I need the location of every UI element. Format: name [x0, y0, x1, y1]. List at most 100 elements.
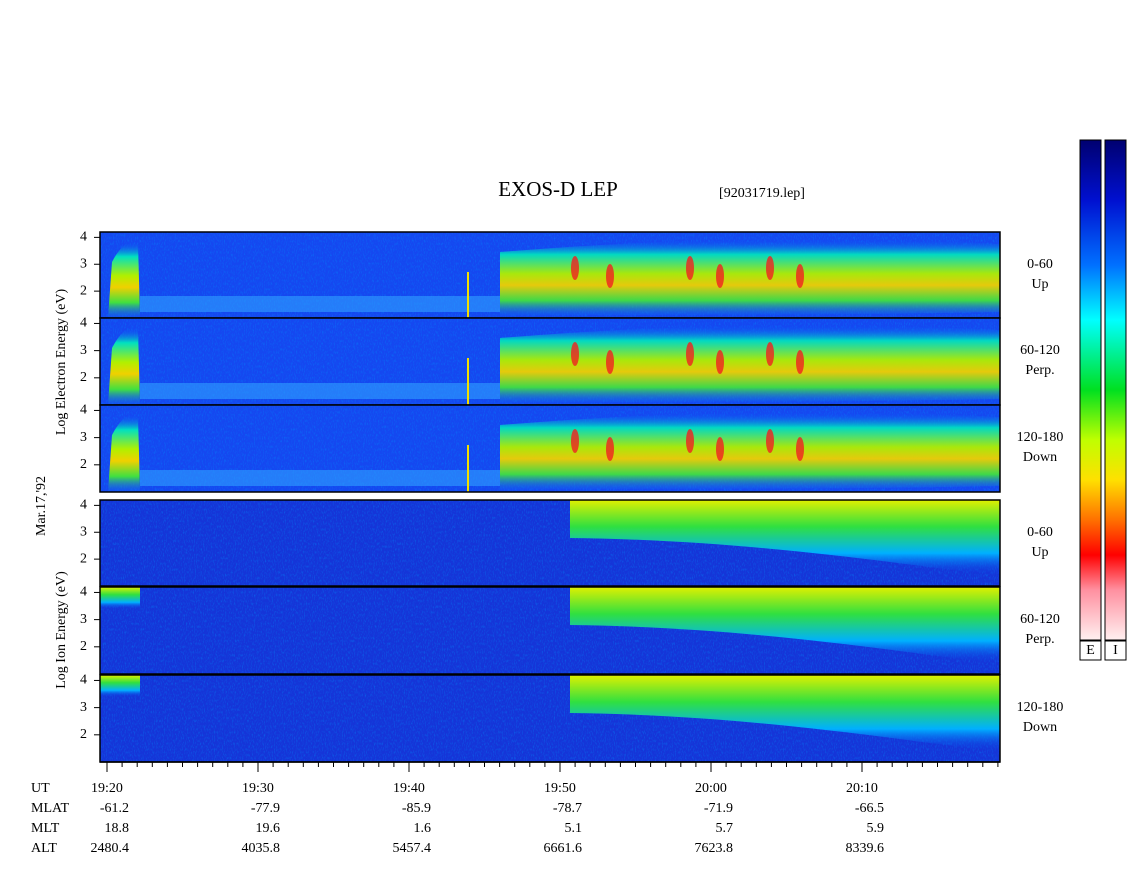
feature: [796, 437, 804, 461]
panel: 2 3 4 60-120 Perp.: [80, 585, 1060, 675]
row-value: 6661.6: [544, 841, 583, 856]
row-value: 20:10: [846, 781, 878, 796]
feature: [571, 256, 579, 280]
feature: [570, 675, 1000, 752]
feature: [686, 256, 694, 280]
feature: [571, 429, 579, 453]
row-value: 19.6: [256, 821, 281, 836]
row-value: 5.1: [565, 821, 583, 836]
y-tick-label: 3: [80, 430, 87, 445]
row-value: 5.9: [867, 821, 885, 836]
y-tick-label: 2: [80, 727, 87, 742]
row-value: 8339.6: [846, 841, 885, 856]
panel-label: 60-120: [1020, 612, 1060, 627]
row-label: MLAT: [31, 801, 70, 816]
color-bar-box: [1079, 640, 1102, 661]
y-tick-label: 4: [80, 316, 87, 331]
y-tick-label: 3: [80, 256, 87, 271]
y-tick-label: 4: [80, 585, 87, 600]
y-tick-label: 4: [80, 498, 87, 513]
panel-label: 120-180: [1017, 430, 1064, 445]
row-value: -61.2: [100, 801, 129, 816]
feature: [100, 675, 140, 697]
file-name: [92031719.lep]: [719, 186, 805, 201]
panel: 2 3 4 120-180 Down: [80, 673, 1064, 763]
panel-label: Up: [1031, 277, 1048, 292]
color-bar: [1104, 139, 1127, 641]
time-axis: UT 19:20 19:30 19:40 19:50 20:00 20:10 MLAT -61.…: [31, 761, 1000, 856]
feature: [716, 350, 724, 374]
feature: [108, 327, 140, 405]
spectrograms: 2 3 4 0-60 Up 2 3 4 60-120 Perp. 2 3 4 120-180 Down 2 3 4…: [80, 230, 1064, 763]
feature: [606, 437, 614, 461]
row-value: -66.5: [855, 801, 884, 816]
row-value: -78.7: [553, 801, 582, 816]
row-value: 20:00: [695, 781, 727, 796]
feature: [716, 264, 724, 288]
feature: [500, 238, 1000, 316]
feature: [686, 342, 694, 366]
date: Mar.17,'92: [34, 476, 49, 536]
row-value: 19:40: [393, 781, 425, 796]
panel-label: 0-60: [1027, 257, 1053, 272]
row-label: ALT: [31, 841, 57, 856]
y-tick-label: 2: [80, 283, 87, 298]
panel-label: 60-120: [1020, 343, 1060, 358]
row-value: 7623.8: [695, 841, 734, 856]
row-value: 2480.4: [91, 841, 130, 856]
feature: [500, 324, 1000, 403]
panel-label: Down: [1023, 720, 1057, 735]
feature: [100, 587, 140, 609]
panel-label: Perp.: [1025, 363, 1054, 378]
row-value: 5.7: [716, 821, 734, 836]
ion-axis-label: Log Ion Energy (eV): [54, 571, 69, 689]
row-value: -85.9: [402, 801, 431, 816]
feature: [766, 342, 774, 366]
feature: [140, 296, 500, 312]
feature: [140, 470, 500, 486]
panel-label: 120-180: [1017, 700, 1064, 715]
row-value: 18.8: [105, 821, 130, 836]
row-value: -77.9: [251, 801, 280, 816]
feature: [796, 264, 804, 288]
panel: 2 3 4 0-60 Up: [80, 230, 1053, 319]
panel: 2 3 4 0-60 Up: [80, 498, 1053, 587]
y-tick-label: 2: [80, 551, 87, 566]
y-tick-label: 3: [80, 700, 87, 715]
feature: [140, 383, 500, 399]
feature: [766, 429, 774, 453]
feature: [716, 437, 724, 461]
feature: [108, 241, 140, 318]
row-value: 19:50: [544, 781, 576, 796]
row-value: -71.9: [704, 801, 733, 816]
y-tick-label: 2: [80, 639, 87, 654]
y-tick-label: 3: [80, 343, 87, 358]
row-value: 1.6: [414, 821, 432, 836]
row-label: MLT: [31, 821, 60, 836]
color-bar-label: E: [1086, 643, 1095, 658]
y-tick-label: 4: [80, 673, 87, 688]
panel-label: Down: [1023, 450, 1057, 465]
feature: [766, 256, 774, 280]
feature: [686, 429, 694, 453]
panel-frame: [99, 499, 1001, 587]
row-value: 4035.8: [242, 841, 281, 856]
row-value: 19:30: [242, 781, 274, 796]
panel-label: 0-60: [1027, 525, 1053, 540]
row-value: 5457.4: [393, 841, 432, 856]
feature: [108, 414, 140, 492]
feature: [571, 342, 579, 366]
feature: [606, 264, 614, 288]
row-value: 19:20: [91, 781, 123, 796]
electron-axis-label: Log Electron Energy (eV): [54, 289, 69, 436]
color-bar-box: [1104, 640, 1127, 661]
panel-label: Perp.: [1025, 632, 1054, 647]
y-tick-label: 2: [80, 370, 87, 385]
y-tick-label: 4: [80, 230, 87, 245]
panel: 2 3 4 120-180 Down: [80, 403, 1064, 493]
feature: [570, 587, 1000, 664]
feature: [606, 350, 614, 374]
panel: 2 3 4 60-120 Perp.: [80, 316, 1060, 406]
